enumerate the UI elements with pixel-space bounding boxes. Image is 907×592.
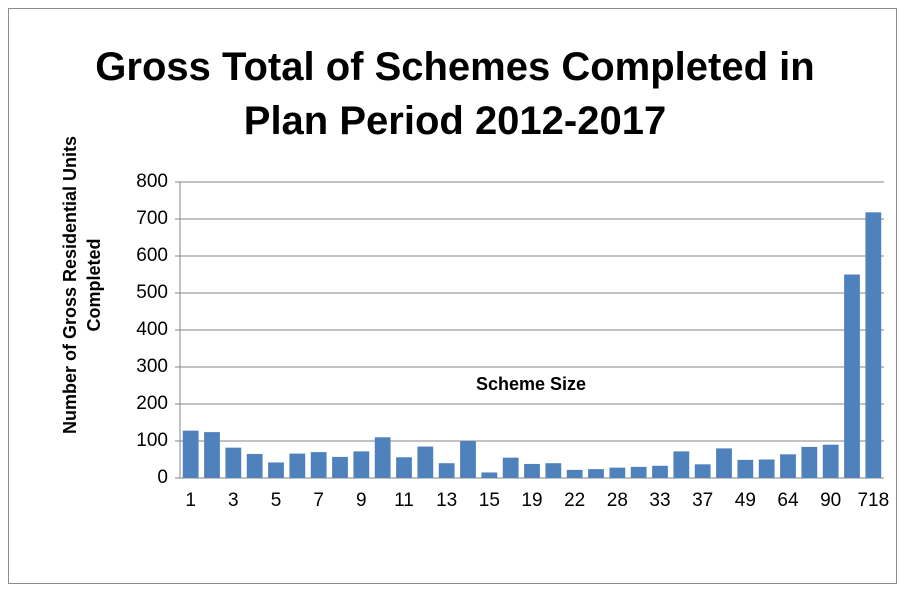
x-tick-label: 5 bbox=[271, 490, 282, 511]
bar bbox=[844, 274, 860, 478]
x-tick-label: 1 bbox=[185, 490, 196, 511]
bar bbox=[588, 469, 604, 478]
bar bbox=[822, 444, 839, 478]
bar bbox=[524, 463, 540, 478]
x-tick-label: 33 bbox=[649, 490, 670, 511]
bar bbox=[545, 463, 562, 478]
x-tick-label: 22 bbox=[564, 490, 585, 511]
y-tick-label: 500 bbox=[136, 282, 168, 303]
y-tick-label: 600 bbox=[136, 245, 168, 266]
x-tick-label: 11 bbox=[394, 490, 414, 511]
x-tick-label: 3 bbox=[228, 490, 239, 511]
bar bbox=[225, 447, 242, 478]
bar bbox=[502, 457, 519, 478]
bar bbox=[417, 446, 434, 478]
bar bbox=[737, 459, 754, 478]
bar bbox=[716, 448, 732, 478]
x-tick-label: 19 bbox=[521, 490, 542, 511]
bar bbox=[630, 466, 647, 478]
bar bbox=[609, 467, 626, 478]
y-tick-label: 700 bbox=[136, 208, 168, 229]
bar bbox=[332, 456, 348, 478]
y-tick-label: 300 bbox=[136, 356, 168, 377]
x-tick-label: 37 bbox=[692, 490, 713, 511]
bar bbox=[268, 462, 284, 478]
bar bbox=[310, 452, 327, 478]
bar bbox=[182, 430, 199, 478]
bar bbox=[652, 465, 668, 478]
bar bbox=[374, 437, 391, 478]
x-tick-label: 7 bbox=[313, 490, 324, 511]
x-tick-label: 90 bbox=[820, 490, 841, 511]
bar bbox=[353, 451, 370, 478]
x-tick-label: 49 bbox=[735, 490, 756, 511]
x-axis-label: Scheme Size bbox=[475, 374, 587, 394]
bar bbox=[396, 457, 412, 478]
bar bbox=[438, 463, 455, 478]
bar bbox=[246, 453, 263, 478]
x-tick-label: 15 bbox=[479, 490, 500, 511]
y-tick-label: 0 bbox=[157, 467, 168, 488]
bar bbox=[566, 469, 583, 478]
y-tick-label: 100 bbox=[136, 430, 168, 451]
y-tick-label: 800 bbox=[136, 171, 168, 192]
chart-title: Gross Total of Schemes Completed in Plan… bbox=[95, 45, 815, 143]
bar bbox=[673, 451, 690, 478]
x-tick-label: 13 bbox=[436, 490, 457, 511]
y-tick-label: 400 bbox=[136, 319, 168, 340]
x-tick-label: 28 bbox=[607, 490, 628, 511]
chart-frame bbox=[8, 8, 897, 584]
bar bbox=[801, 446, 818, 478]
x-tick-label: 64 bbox=[777, 490, 799, 511]
bar bbox=[758, 459, 775, 478]
bar bbox=[204, 432, 220, 478]
bar bbox=[460, 441, 476, 478]
bar bbox=[481, 472, 498, 478]
bar bbox=[780, 454, 796, 478]
x-tick-label: 718 bbox=[857, 490, 889, 511]
bar bbox=[865, 212, 882, 478]
bar bbox=[694, 464, 711, 478]
bar bbox=[289, 453, 306, 478]
y-tick-label: 200 bbox=[136, 393, 168, 414]
x-tick-label: 9 bbox=[356, 490, 367, 511]
